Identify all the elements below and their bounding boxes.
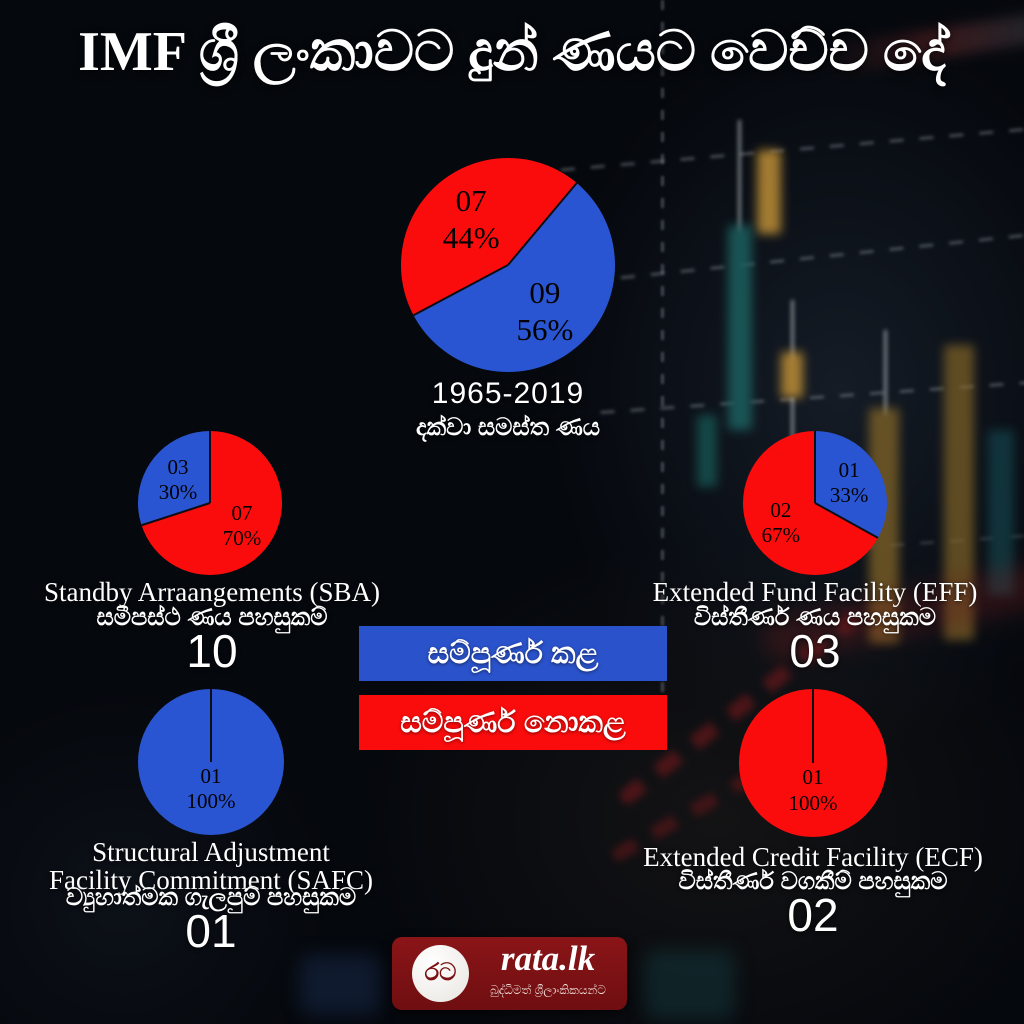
pie-slice-divider — [141, 502, 211, 527]
brand-tagline: බුද්ධිමත් ශ්‍රීලාංකිකයන්ට — [490, 983, 606, 997]
pie-slice-divider — [413, 264, 509, 317]
ecf-title: Extended Credit Facility (ECF) — [643, 842, 983, 872]
brand-name: rata.lk — [500, 939, 596, 978]
pie-slice-label: 02 67% — [761, 497, 801, 548]
safc-subtitle: ව්‍යුහාත්මක ගැලපුම් පහසුකම — [65, 884, 357, 911]
legend-not-completed: සම්පූර්ණ නොකළ — [359, 695, 667, 750]
sba-count: 10 — [186, 625, 238, 677]
pie-eff: 01 33% 02 67% — [743, 431, 887, 575]
background-candle — [697, 415, 717, 487]
background-candle — [757, 150, 781, 234]
sba-title: Standby Arraangements (SBA) — [44, 577, 380, 607]
pie-slice-label: 07 44% — [442, 182, 500, 256]
page-title: IMF ශ්‍රී ලංකාවට දුන් ණයට වෙච්ච දේ — [78, 21, 946, 83]
background-candle — [781, 352, 803, 398]
pie-sba: 07 70% 03 30% — [138, 431, 282, 575]
pie-slice-divider — [814, 431, 816, 503]
pie-slice-label: 07 70% — [222, 501, 262, 551]
pie-slice-divider — [210, 689, 212, 762]
background-candle — [728, 225, 752, 430]
pie-ecf: 01 100% — [739, 689, 887, 837]
ecf-subtitle: විස්තීර්ණ වගකීම් පහසුකම — [678, 868, 948, 895]
brand-monogram-icon: රට — [412, 945, 469, 1002]
pie-safc: 01 100% — [138, 689, 284, 835]
pie-slice-divider — [812, 689, 814, 763]
pie-slice-label: 01 33% — [829, 457, 869, 507]
eff-subtitle: විස්තීර්ණ ණය පහසුකම — [693, 604, 937, 631]
pie-total-loans: 07 44% 09 56% — [401, 158, 615, 372]
pie-slice-label: 09 56% — [516, 274, 574, 347]
background-candle — [944, 345, 974, 640]
brand-monogram: රට — [424, 960, 457, 986]
total-loans-years: 1965-2019 — [431, 377, 585, 410]
pie-slice-label: 01 100% — [788, 765, 838, 815]
background-candle-wick — [791, 300, 794, 360]
eff-title: Extended Fund Facility (EFF) — [652, 577, 978, 607]
background-candle — [988, 430, 1014, 595]
ecf-count: 02 — [787, 889, 839, 941]
background-candle-wick — [738, 120, 741, 232]
legend-completed-label: සම්පූර්ණ කළ — [427, 636, 599, 670]
safc-title: Structural Adjustment Facility Commitmen… — [48, 837, 373, 896]
legend-not-completed-label: සම්පූර්ණ නොකළ — [400, 705, 626, 739]
pie-slice-divider — [209, 431, 211, 503]
background-grid-vline — [661, 0, 664, 730]
pie-slice-label: 03 30% — [158, 454, 198, 504]
sba-subtitle: සමීපස්ථ ණය පහසුකම් — [96, 604, 328, 631]
background-candle-wick — [884, 330, 887, 415]
total-loans-subtitle: දක්වා සමස්ත ණය — [415, 414, 601, 441]
background-dim-shape — [300, 955, 380, 1015]
pie-slice-divider — [507, 182, 578, 266]
eff-count: 03 — [789, 625, 841, 677]
background-dim-shape — [645, 950, 735, 1020]
brand-logo: රට rata.lk බුද්ධිමත් ශ්‍රීලාංකිකයන්ට — [392, 937, 627, 1010]
safc-count: 01 — [185, 905, 237, 957]
legend-completed: සම්පූර්ණ කළ — [359, 626, 667, 681]
pie-slice-label: 01 100% — [186, 763, 236, 813]
